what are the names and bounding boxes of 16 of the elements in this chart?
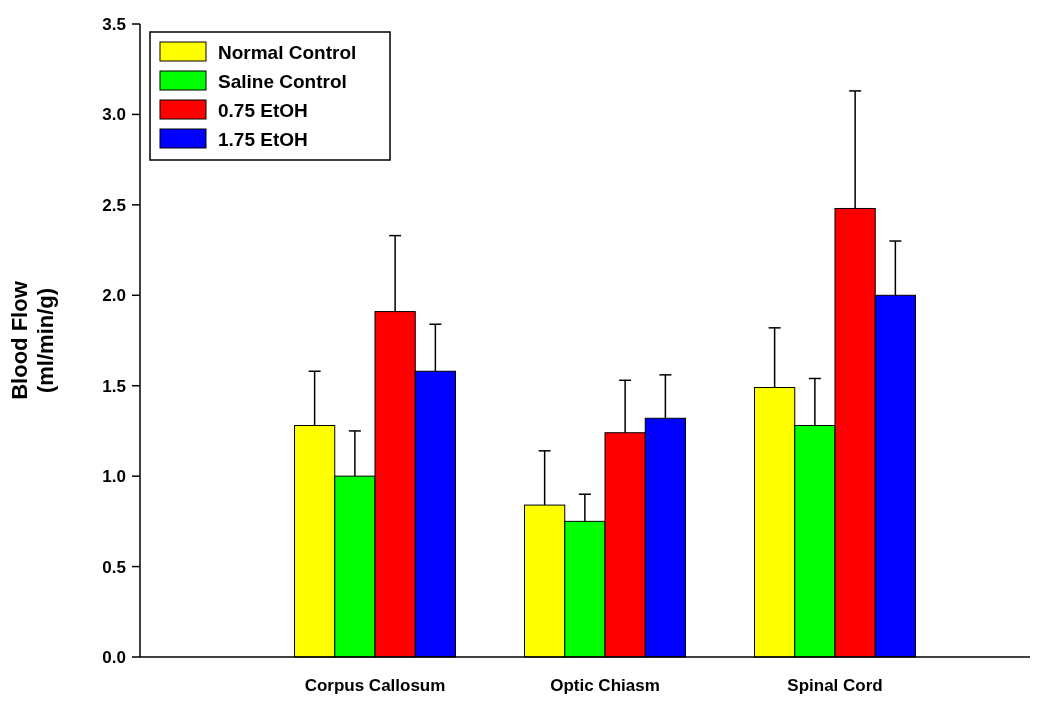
y-tick-label: 3.5	[102, 14, 126, 34]
y-tick-label: 2.5	[102, 195, 126, 215]
y-tick-label: 2.0	[102, 286, 126, 306]
legend-label: 0.75 EtOH	[218, 99, 308, 121]
y-tick-label: 0.5	[102, 557, 126, 577]
legend-label: Normal Control	[218, 41, 357, 63]
x-tick-label: Spinal Cord	[787, 676, 883, 695]
y-tick-label: 1.5	[102, 376, 126, 396]
legend-label: 1.75 EtOH	[218, 128, 308, 150]
y-axis-title: Blood Flow (ml/min/g)	[7, 280, 58, 400]
legend-label: Saline Control	[218, 70, 347, 92]
y-tick-label: 3.0	[102, 105, 126, 125]
y-tick-label: 1.0	[102, 467, 126, 487]
x-tick-label: Corpus Callosum	[304, 676, 446, 695]
x-tick-label: Optic Chiasm	[550, 676, 660, 695]
y-tick-label: 0.0	[102, 647, 126, 667]
